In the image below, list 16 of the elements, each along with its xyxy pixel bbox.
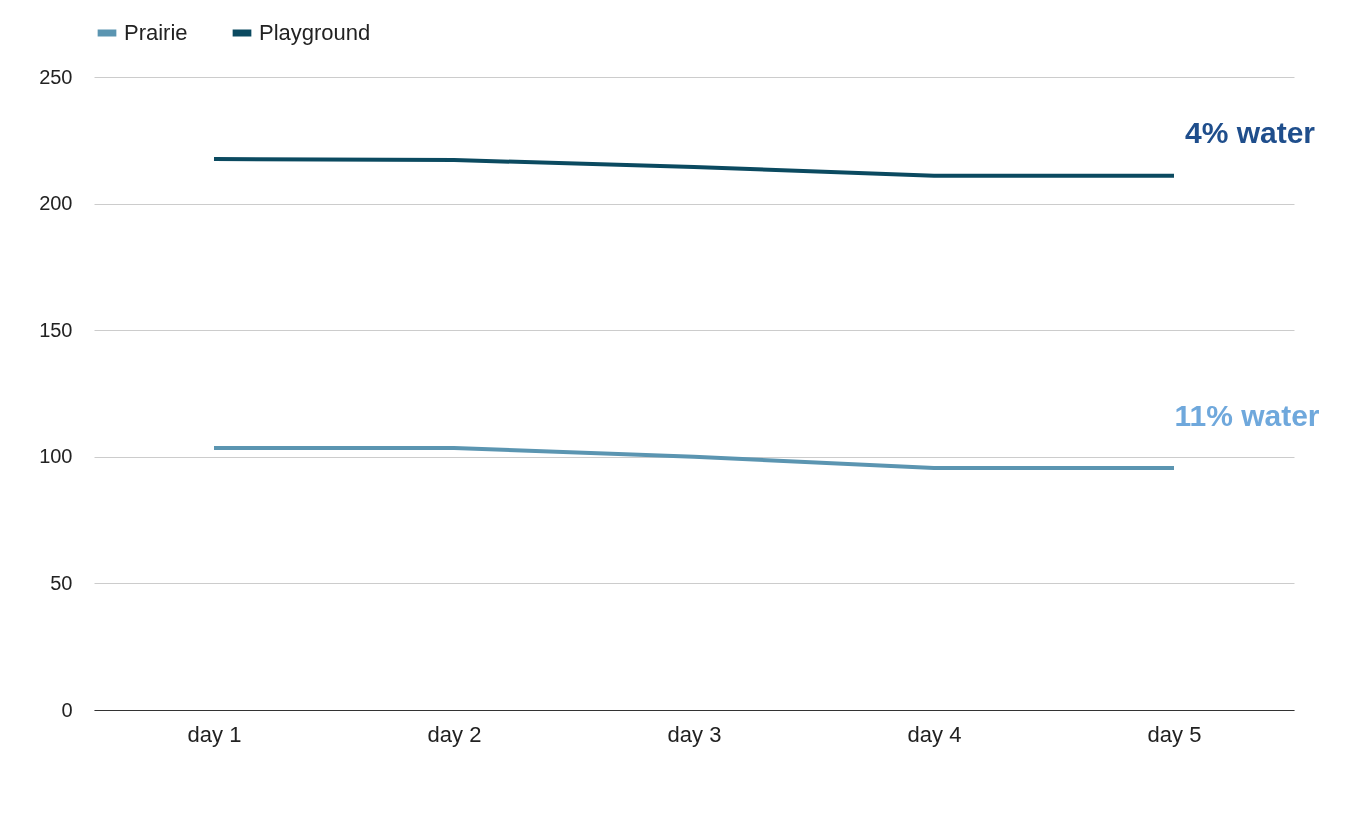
x-tick-label: day 2 [427, 721, 482, 747]
y-tick-label: 200 [39, 192, 73, 215]
y-tick-label: 0 [61, 698, 73, 721]
legend-label: Prairie [124, 20, 188, 45]
y-tick-label: 100 [39, 445, 73, 468]
y-tick-label: 50 [50, 571, 73, 594]
annotation: 11% water [1174, 399, 1320, 432]
x-tick-label: day 1 [187, 721, 242, 747]
x-tick-label: day 4 [907, 721, 962, 747]
x-tick-label: day 3 [667, 721, 722, 747]
line-series [212, 157, 1176, 178]
annotation: 4% water [1184, 116, 1316, 149]
x-tick-label: day 5 [1147, 721, 1202, 747]
y-tick-label: 250 [39, 65, 73, 88]
legend-label: Playground [259, 20, 371, 45]
y-tick-label: 150 [39, 318, 73, 341]
